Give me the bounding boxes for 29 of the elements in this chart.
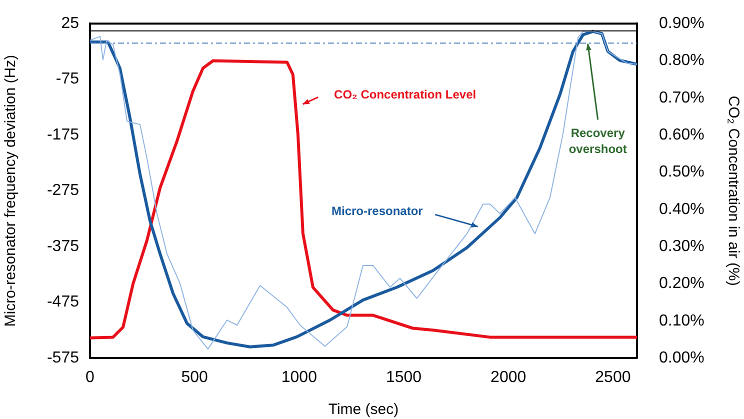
y2-tick-label: 0.10% bbox=[659, 312, 704, 330]
annotation: CO₂ Concentration Level bbox=[334, 87, 476, 102]
y2-tick-label: 0.20% bbox=[659, 275, 704, 292]
y-tick-label: -575 bbox=[46, 349, 80, 366]
x-tick-label: 500 bbox=[181, 369, 208, 386]
y2-tick-label: 0.80% bbox=[659, 52, 704, 70]
y2-tick-label: 0.60% bbox=[659, 126, 704, 144]
y2-tick-label: 0.70% bbox=[659, 89, 704, 106]
y-axis-title: Micro-resonator frequency deviation (Hz) bbox=[2, 54, 20, 327]
x-tick-label: 2000 bbox=[490, 369, 526, 386]
x-tick-label: 2500 bbox=[595, 369, 631, 386]
x-tick-label: 1000 bbox=[281, 369, 318, 386]
y2-tick-label: 0.50% bbox=[659, 164, 704, 181]
y-tick-label: -375 bbox=[46, 238, 80, 255]
x-axis-title: Time (sec) bbox=[328, 401, 399, 418]
y2-axis-title: CO₂ Concentration in air (%) bbox=[724, 96, 742, 286]
annotation: Recovery overshoot bbox=[568, 126, 627, 156]
annotation: Micro-resonator bbox=[331, 204, 424, 218]
y-tick-label: -175 bbox=[46, 126, 80, 144]
y2-tick-label: 0.00% bbox=[659, 349, 704, 366]
y2-tick-label: 0.90% bbox=[659, 15, 704, 32]
y-tick-label: -275 bbox=[46, 182, 80, 200]
y-tick-label: -75 bbox=[56, 70, 80, 88]
y2-tick-label: 0.30% bbox=[659, 238, 704, 255]
y-tick-label: -475 bbox=[46, 294, 80, 311]
x-tick-label: 1500 bbox=[386, 369, 422, 386]
y2-tick-label: 0.40% bbox=[659, 200, 704, 218]
y-tick-label: 25 bbox=[61, 15, 80, 32]
x-tick-label: 0 bbox=[86, 369, 95, 386]
